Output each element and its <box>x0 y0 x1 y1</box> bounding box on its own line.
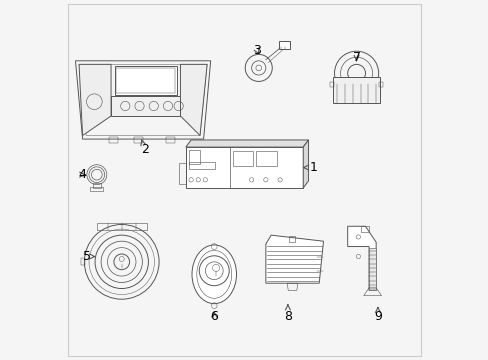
Polygon shape <box>368 248 375 290</box>
Text: 6: 6 <box>210 310 218 324</box>
Bar <box>188 150 200 164</box>
Bar <box>378 82 383 87</box>
Bar <box>288 236 295 242</box>
Bar <box>134 137 143 143</box>
Text: 4: 4 <box>79 168 86 181</box>
Bar <box>166 137 175 143</box>
Bar <box>178 163 185 184</box>
Bar <box>329 82 333 87</box>
Bar <box>81 257 85 265</box>
Text: 5: 5 <box>83 250 95 263</box>
Polygon shape <box>180 64 207 135</box>
Polygon shape <box>347 226 375 290</box>
Text: 9: 9 <box>373 307 381 324</box>
Polygon shape <box>185 140 308 147</box>
Bar <box>111 96 180 116</box>
Bar <box>333 77 379 103</box>
Bar <box>185 147 303 188</box>
Bar <box>92 183 101 188</box>
Polygon shape <box>265 235 323 283</box>
Text: 3: 3 <box>252 44 261 57</box>
Bar <box>279 41 290 49</box>
Text: 2: 2 <box>141 140 148 156</box>
Ellipse shape <box>192 245 236 303</box>
Text: 1: 1 <box>303 161 317 174</box>
Text: 7: 7 <box>352 51 360 64</box>
Bar <box>90 187 103 191</box>
Polygon shape <box>303 140 308 188</box>
Bar <box>256 152 276 166</box>
Bar <box>114 66 177 95</box>
Bar <box>188 162 215 169</box>
Bar <box>109 137 118 143</box>
Bar <box>232 152 253 166</box>
Bar <box>97 224 146 230</box>
Text: 8: 8 <box>284 305 291 324</box>
Polygon shape <box>79 64 111 135</box>
Bar <box>116 68 175 93</box>
